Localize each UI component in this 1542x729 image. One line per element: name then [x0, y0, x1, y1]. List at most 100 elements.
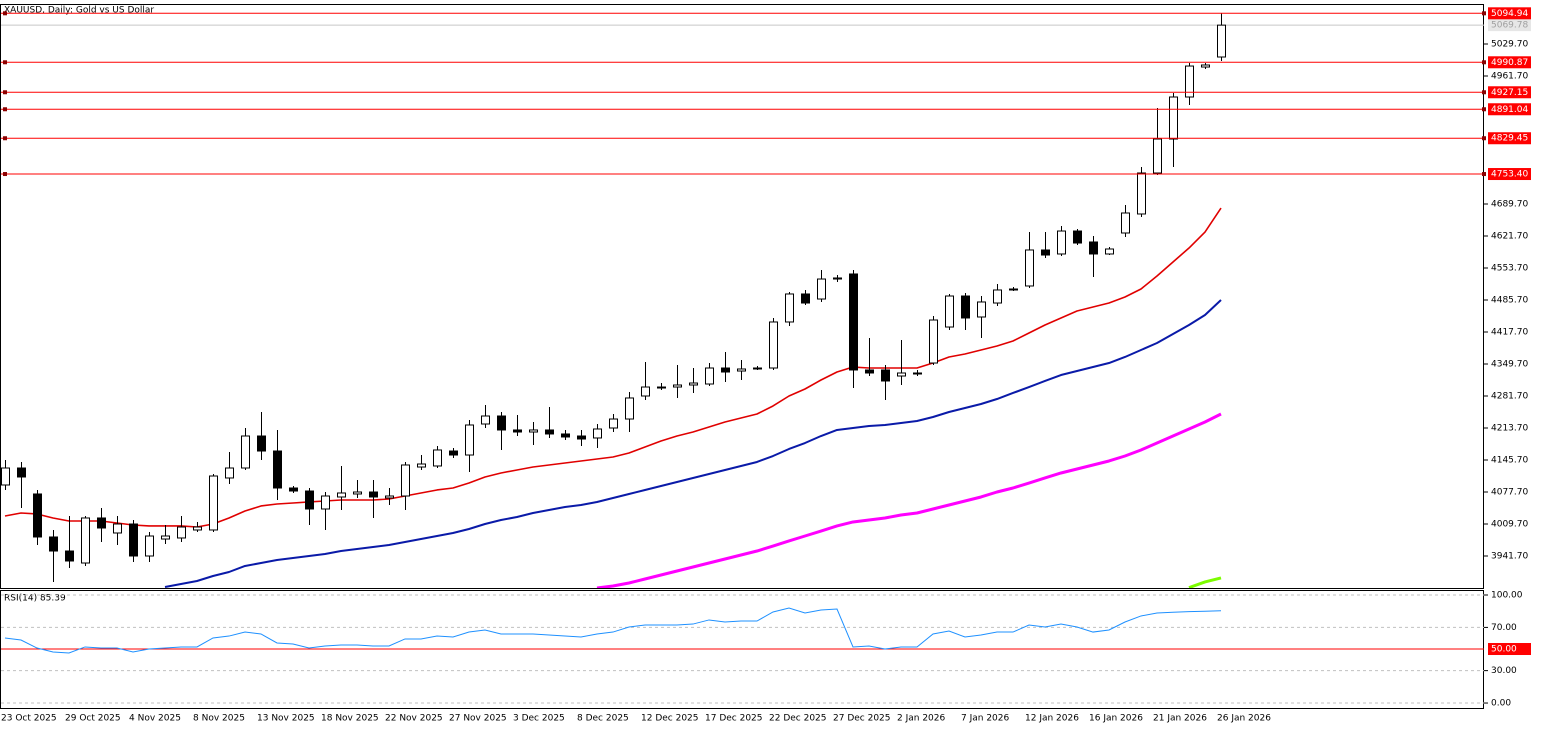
candle-body [561, 433, 570, 438]
candle-body [785, 293, 794, 323]
y-tick-label: 4145.70 [1491, 456, 1528, 466]
x-tick-label: 27 Nov 2025 [449, 714, 507, 724]
candle-body [481, 415, 490, 425]
x-tick-label: 12 Jan 2026 [1025, 714, 1079, 724]
candle-body [849, 273, 858, 371]
y-tick-label: 0.00 [1491, 699, 1511, 709]
level-handle [3, 107, 7, 112]
level-label-box [1488, 132, 1531, 145]
candle-body [1153, 138, 1162, 174]
level-label-box [1488, 7, 1531, 20]
candle-body [641, 386, 650, 397]
candle-body [625, 397, 634, 420]
candle-body [369, 491, 378, 498]
y-tick-label: 4689.70 [1491, 200, 1528, 210]
candle-body [65, 550, 74, 562]
y-tick-label: 5029.70 [1491, 40, 1528, 50]
x-tick-label: 8 Nov 2025 [193, 714, 245, 724]
y-tick-label: 4077.70 [1491, 488, 1528, 498]
level-label-box [1488, 103, 1531, 116]
candle-body [593, 428, 602, 439]
candle-body [769, 321, 778, 369]
level-handle [1482, 136, 1486, 141]
level-handle [1482, 90, 1486, 95]
candle-body [1009, 288, 1018, 291]
candle-body [753, 367, 762, 370]
y-tick-label: 4553.70 [1491, 264, 1528, 274]
level-handle [1482, 60, 1486, 65]
level-label: 4990.87 [1491, 58, 1528, 68]
candle-body [129, 523, 138, 557]
candle-body [1057, 230, 1066, 255]
candle-body [1217, 24, 1226, 58]
candle-body [497, 415, 506, 431]
candle-body [609, 418, 618, 429]
y-tick-label: 70.00 [1491, 623, 1517, 633]
candle-body [33, 493, 42, 538]
level-label: 4927.15 [1491, 88, 1528, 98]
candle-body [881, 369, 890, 382]
candle-body [161, 535, 170, 540]
x-tick-label: 16 Jan 2026 [1089, 714, 1143, 724]
candle-body [433, 449, 442, 467]
moving-average [164, 299, 1222, 588]
candle-body [673, 384, 682, 388]
candle-body [865, 369, 874, 374]
rsi-title: RSI(14) 85.39 [4, 594, 66, 604]
level-label-box [1488, 168, 1531, 181]
candle-body [417, 463, 426, 468]
last-price-box [1488, 19, 1531, 32]
candle-body [225, 467, 234, 479]
moving-average [1188, 576, 1222, 588]
x-tick-label: 21 Jan 2026 [1153, 714, 1207, 724]
candle-body [97, 517, 106, 529]
level-label-box [1488, 56, 1531, 69]
main-panel-border [0, 4, 1484, 589]
candle-body [1105, 248, 1114, 255]
x-tick-label: 18 Nov 2025 [321, 714, 379, 724]
candle-body [1185, 65, 1194, 98]
y-tick-label: 4213.70 [1491, 424, 1528, 434]
candle-body [913, 372, 922, 375]
candle-body [449, 450, 458, 456]
candle-body [49, 536, 58, 552]
candle-body [1201, 64, 1210, 68]
candle-body [289, 487, 298, 492]
candle-body [529, 429, 538, 433]
y-tick-label: 4417.70 [1491, 328, 1528, 338]
candle-body [1121, 212, 1130, 234]
level-label: 4753.40 [1491, 170, 1528, 180]
candle-body [833, 277, 842, 280]
x-tick-label: 22 Dec 2025 [769, 714, 827, 724]
candle-body [81, 517, 90, 564]
level-handle [1482, 172, 1486, 177]
candle-body [321, 495, 330, 510]
level-handle [3, 60, 7, 65]
level-handle [1482, 11, 1486, 16]
candle-body [929, 319, 938, 364]
y-tick-label: 100.00 [1491, 590, 1523, 600]
candle-body [817, 278, 826, 300]
x-tick-label: 29 Oct 2025 [65, 714, 121, 724]
level-handle [3, 11, 7, 16]
candle-body [977, 301, 986, 318]
level-label: 4891.04 [1491, 105, 1528, 115]
x-tick-label: 23 Oct 2025 [1, 714, 57, 724]
y-tick-label: 4961.70 [1491, 72, 1528, 82]
x-tick-label: 27 Dec 2025 [833, 714, 891, 724]
candle-body [1041, 249, 1050, 256]
candle-body [1169, 96, 1178, 140]
level-handle [3, 90, 7, 95]
chart-title: XAUUSD, Daily: Gold vs US Dollar [4, 6, 154, 16]
candle-body [513, 429, 522, 433]
candle-body [897, 372, 906, 377]
candle-body [305, 490, 314, 510]
level-label-box [1488, 86, 1531, 99]
candle-body [17, 467, 26, 478]
x-tick-label: 8 Dec 2025 [577, 714, 629, 724]
candle-body [273, 450, 282, 489]
candle-body [993, 289, 1002, 304]
y-tick-label: 3941.70 [1491, 552, 1528, 562]
candle-body [545, 429, 554, 435]
x-tick-label: 3 Dec 2025 [513, 714, 565, 724]
